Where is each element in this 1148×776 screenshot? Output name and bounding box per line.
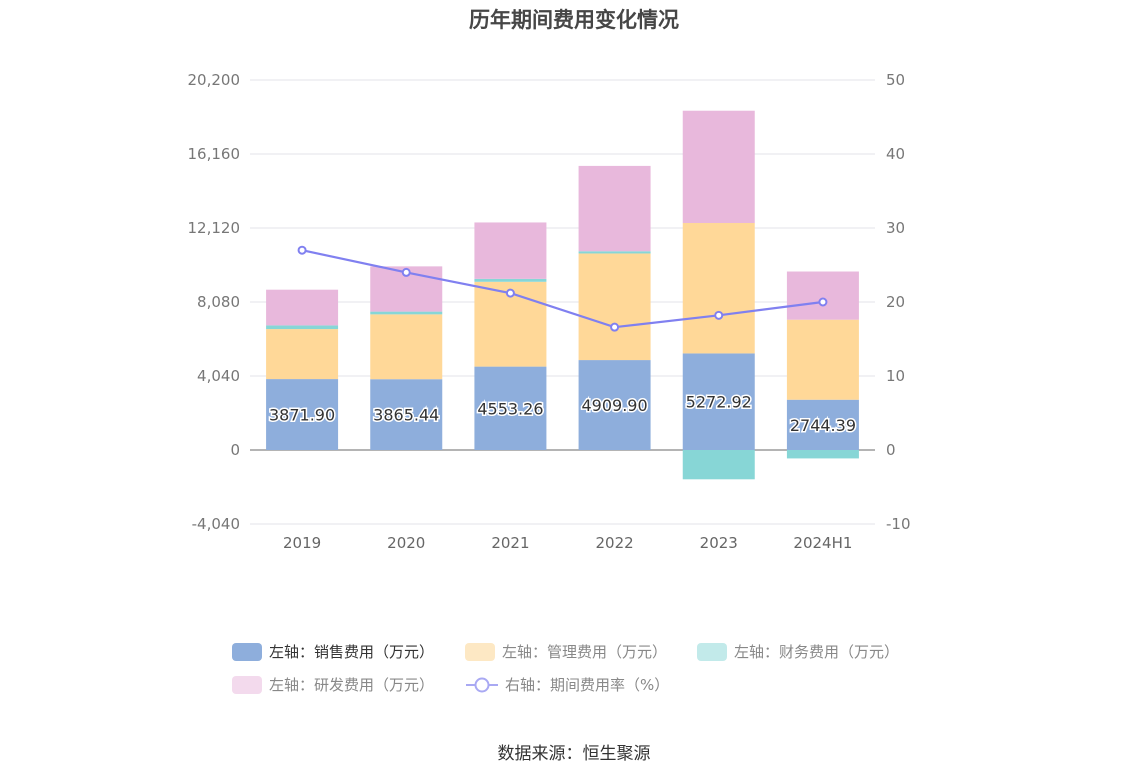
bar-data-label: 2744.39 (790, 416, 856, 435)
bar-segment-series-2 (474, 278, 547, 282)
expense-ratio-point (818, 297, 828, 307)
bar-segment-series-3 (682, 110, 755, 224)
bar-data-label: 3871.90 (269, 406, 335, 425)
right-axis-tick-label: 10 (886, 367, 905, 385)
bar-segment-series-3 (474, 222, 547, 279)
legend-swatch-sales (232, 642, 262, 661)
legend-label-rnd: 左轴：研发费用（万元） (269, 676, 435, 694)
bar-segment-series-1 (578, 253, 651, 361)
bar-segment-series-2 (578, 251, 651, 254)
legend-label-finance: 左轴：财务费用（万元） (734, 643, 900, 661)
legend-swatch-admin (465, 642, 495, 661)
expense-ratio-point (505, 288, 515, 298)
data-source-note: 数据来源：恒生聚源 (497, 744, 651, 764)
bar-segment-series-3 (266, 289, 339, 326)
legend-swatch-finance (697, 642, 727, 661)
legend-item-rnd[interactable]: 左轴：研发费用（万元） (232, 674, 434, 695)
expense-ratio-point (714, 310, 724, 320)
legend-item-sales[interactable]: 左轴：销售费用（万元） (232, 641, 434, 662)
chart-plot-area: 20,200 50 16,160 40 12,120 30 8,080 20 4,040 10 0 0… (188, 71, 911, 552)
bar-segment-series-0 (266, 379, 339, 450)
expense-ratio-line (301, 249, 824, 329)
right-axis-tick-label: 50 (886, 71, 905, 89)
legend-swatch-rnd (232, 675, 262, 694)
expense-ratio-point (610, 322, 620, 332)
x-axis-tick-label: 2024H1 (793, 534, 852, 552)
left-axis-tick-label: 8,080 (197, 293, 240, 311)
x-axis-tick-label: 2022 (595, 534, 633, 552)
right-axis-tick-label: 0 (886, 441, 896, 459)
left-axis-tick-label: 12,120 (188, 219, 241, 237)
left-axis-tick-label: 20,200 (188, 71, 241, 89)
bar-segment-series-0 (578, 360, 651, 450)
x-axis-tick-label: 2020 (387, 534, 425, 552)
bar-segment-series-0 (474, 366, 547, 450)
expense-ratio-point (401, 267, 411, 277)
legend-label-expense-ratio: 右轴：期间费用率（%） (505, 676, 670, 694)
legend-line-marker-icon (466, 677, 498, 692)
x-axis-tick-label: 2019 (283, 534, 321, 552)
bar-segment-series-0 (682, 353, 755, 450)
bar-data-label: 3865.44 (373, 406, 439, 425)
expense-ratio-point (297, 245, 307, 255)
bar-data-label: 5272.92 (686, 393, 752, 412)
bar-segment-series-2 (266, 325, 339, 330)
legend-label-sales: 左轴：销售费用（万元） (269, 643, 435, 661)
chart-title: 历年期间费用变化情况 (469, 8, 679, 32)
left-axis-tick-label: -4,040 (192, 515, 240, 533)
legend-item-expense-ratio[interactable]: 右轴：期间费用率（%） (465, 674, 669, 695)
bar-segment-series-2 (786, 450, 859, 459)
bar-segment-series-2 (682, 450, 755, 480)
x-axis-tick-label: 2021 (491, 534, 529, 552)
right-axis-tick-label: 40 (886, 145, 905, 163)
bar-segment-series-3 (786, 271, 859, 320)
right-axis-tick-label: -10 (886, 515, 911, 533)
bar-data-label: 4553.26 (477, 399, 543, 418)
bar-data-label: 4909.90 (581, 396, 647, 415)
legend-label-admin: 左轴：管理费用（万元） (502, 643, 668, 661)
bar-segment-series-1 (266, 329, 339, 380)
x-axis-tick-label: 2023 (700, 534, 738, 552)
bar-segment-series-0 (786, 399, 859, 450)
right-axis-tick-label: 30 (886, 219, 905, 237)
bar-segment-series-0 (370, 379, 443, 450)
left-axis-tick-label: 4,040 (197, 367, 240, 385)
left-axis-tick-label: 0 (230, 441, 240, 459)
bar-segment-series-2 (370, 311, 443, 315)
bar-segment-series-1 (786, 319, 859, 400)
legend-item-admin[interactable]: 左轴：管理费用（万元） (465, 641, 667, 662)
bar-segment-series-3 (578, 165, 651, 252)
left-axis-tick-label: 16,160 (188, 145, 241, 163)
legend-item-finance[interactable]: 左轴：财务费用（万元） (697, 641, 899, 662)
bar-segment-series-1 (370, 314, 443, 380)
right-axis-tick-label: 20 (886, 293, 905, 311)
bar-segment-series-1 (682, 223, 755, 354)
